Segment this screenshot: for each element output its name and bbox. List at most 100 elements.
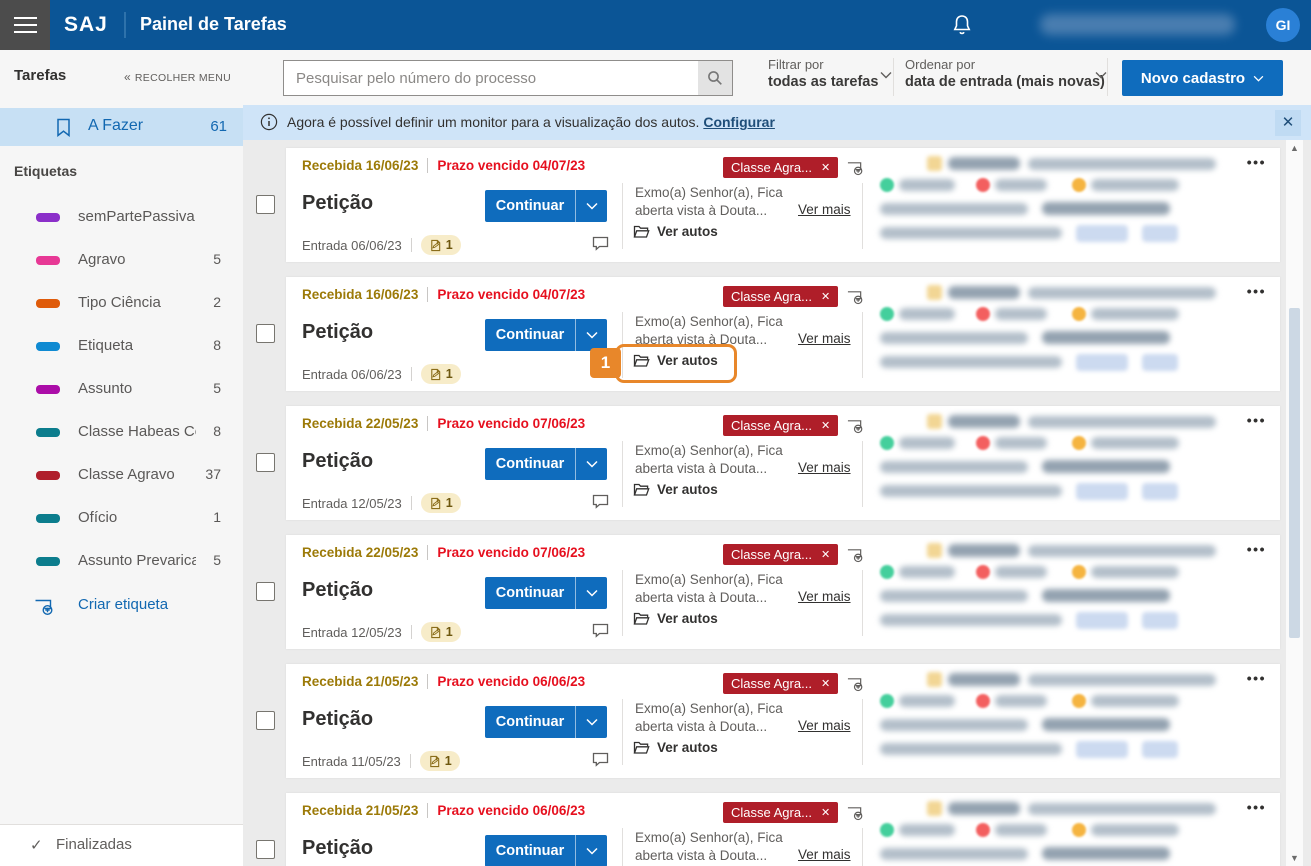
add-tag-icon[interactable] — [846, 546, 866, 568]
more-options-button[interactable]: ••• — [1246, 541, 1266, 557]
more-options-button[interactable]: ••• — [1246, 283, 1266, 299]
create-label-button[interactable]: Criar etiqueta — [0, 586, 243, 626]
add-tag-icon[interactable] — [846, 675, 866, 697]
continue-dropdown-button[interactable] — [575, 577, 607, 609]
add-tag-icon[interactable] — [846, 288, 866, 310]
sidebar-item-finalizadas[interactable]: ✓ Finalizadas — [0, 824, 243, 866]
continue-button[interactable]: Continuar — [485, 319, 575, 351]
continue-dropdown-button[interactable] — [575, 190, 607, 222]
sidebar-label-item[interactable]: Etiqueta 8 — [0, 325, 243, 368]
comment-icon[interactable] — [592, 752, 609, 772]
class-tag[interactable]: Classe Agra... ✕ — [723, 157, 839, 178]
configure-link[interactable]: Configurar — [703, 114, 775, 130]
task-checkbox[interactable] — [256, 324, 275, 343]
continue-button[interactable]: Continuar — [485, 835, 575, 866]
banner-text: Agora é possível definir um monitor para… — [287, 114, 704, 130]
sidebar-label-item[interactable]: Agravo 5 — [0, 239, 243, 282]
remove-tag-icon[interactable]: ✕ — [820, 549, 831, 561]
view-case-files-button[interactable]: Ver autos — [633, 482, 718, 497]
sidebar-label-item[interactable]: Classe Habeas Cor... 8 — [0, 411, 243, 454]
chevron-down-icon — [1253, 75, 1264, 82]
continue-button[interactable]: Continuar — [485, 706, 575, 738]
sort-dropdown[interactable]: Ordenar por data de entrada (mais novas) — [905, 57, 1107, 90]
class-tag[interactable]: Classe Agra... ✕ — [723, 415, 839, 436]
sidebar-label-item[interactable]: Ofício 1 — [0, 497, 243, 540]
task-card: Recebida 22/05/23 Prazo vencido 07/06/23… — [286, 535, 1280, 649]
avatar[interactable]: GI — [1266, 8, 1300, 42]
task-row: Recebida 16/06/23 Prazo vencido 04/07/23… — [243, 148, 1311, 262]
card-divider — [622, 312, 623, 378]
continue-dropdown-button[interactable] — [575, 835, 607, 866]
add-tag-icon[interactable] — [846, 417, 866, 439]
hamburger-menu-button[interactable] — [0, 0, 50, 50]
class-tag[interactable]: Classe Agra... ✕ — [723, 673, 839, 694]
collapse-menu-button[interactable]: «RECOLHER MENU — [123, 70, 231, 84]
add-tag-icon[interactable] — [846, 159, 866, 181]
remove-tag-icon[interactable]: ✕ — [820, 678, 831, 690]
more-options-button[interactable]: ••• — [1246, 799, 1266, 815]
comment-icon[interactable] — [592, 236, 609, 256]
task-checkbox[interactable] — [256, 582, 275, 601]
sidebar-label-item[interactable]: semPartePassiva — [0, 196, 243, 239]
sidebar-label-item[interactable]: Assunto 5 — [0, 368, 243, 411]
sidebar-label-item[interactable]: Classe Agravo 37 — [0, 454, 243, 497]
more-options-button[interactable]: ••• — [1246, 670, 1266, 686]
continue-dropdown-button[interactable] — [575, 706, 607, 738]
open-folder-icon — [633, 225, 650, 238]
continue-button[interactable]: Continuar — [485, 190, 575, 222]
filter-dropdown[interactable]: Filtrar por todas as tarefas — [768, 57, 892, 90]
remove-tag-icon[interactable]: ✕ — [820, 162, 831, 174]
task-checkbox[interactable] — [256, 453, 275, 472]
document-note-icon — [430, 239, 440, 251]
continue-button[interactable]: Continuar — [485, 448, 575, 480]
comment-icon[interactable] — [592, 494, 609, 514]
banner-close-button[interactable]: ✕ — [1275, 110, 1301, 136]
remove-tag-icon[interactable]: ✕ — [820, 420, 831, 432]
new-record-button[interactable]: Novo cadastro — [1122, 60, 1283, 96]
vertical-scrollbar[interactable]: ▲ ▼ — [1286, 140, 1303, 866]
class-tag[interactable]: Classe Agra... ✕ — [723, 802, 839, 823]
class-tag[interactable]: Classe Agra... ✕ — [723, 544, 839, 565]
task-checkbox[interactable] — [256, 840, 275, 859]
continue-dropdown-button[interactable] — [575, 319, 607, 351]
search-input[interactable] — [283, 60, 733, 96]
see-more-link[interactable]: Ver mais — [798, 589, 851, 604]
task-checkbox[interactable] — [256, 195, 275, 214]
label-count: 8 — [213, 423, 221, 439]
scroll-up-arrow[interactable]: ▲ — [1286, 140, 1303, 156]
scroll-down-arrow[interactable]: ▼ — [1286, 850, 1303, 866]
remove-tag-icon[interactable]: ✕ — [820, 291, 831, 303]
see-more-link[interactable]: Ver mais — [798, 460, 851, 475]
task-title: Petição — [302, 192, 374, 214]
remove-tag-icon[interactable]: ✕ — [820, 807, 831, 819]
search-button[interactable] — [698, 61, 732, 95]
more-options-button[interactable]: ••• — [1246, 412, 1266, 428]
sidebar-item-a-fazer[interactable]: A Fazer 61 — [0, 108, 243, 146]
view-case-files-button[interactable]: Ver autos — [633, 740, 718, 755]
party-dot-red — [976, 436, 990, 450]
comment-icon[interactable] — [592, 623, 609, 643]
search-icon — [708, 71, 722, 85]
sidebar-label-item[interactable]: Assunto Prevarica... 5 — [0, 540, 243, 583]
task-checkbox[interactable] — [256, 711, 275, 730]
view-case-files-button[interactable]: Ver autos — [633, 224, 718, 239]
sidebar-label-item[interactable]: Tipo Ciência 2 — [0, 282, 243, 325]
continue-dropdown-button[interactable] — [575, 448, 607, 480]
add-tag-icon[interactable] — [846, 804, 866, 826]
due-date: Prazo vencido 07/06/23 — [437, 416, 586, 431]
continue-button[interactable]: Continuar — [485, 577, 575, 609]
card-divider — [862, 183, 863, 249]
document-note-icon — [430, 755, 440, 767]
more-options-button[interactable]: ••• — [1246, 154, 1266, 170]
see-more-link[interactable]: Ver mais — [798, 202, 851, 217]
notifications-bell-icon[interactable] — [950, 13, 974, 37]
see-more-link[interactable]: Ver mais — [798, 718, 851, 733]
labels-list: semPartePassiva Agravo 5 Tipo Ciência 2 … — [0, 196, 243, 583]
class-tag[interactable]: Classe Agra... ✕ — [723, 286, 839, 307]
see-more-link[interactable]: Ver mais — [798, 331, 851, 346]
topbar: SAJ Painel de Tarefas GI — [0, 0, 1311, 50]
scrollbar-thumb[interactable] — [1289, 308, 1300, 638]
view-case-files-button[interactable]: Ver autos — [633, 353, 718, 368]
see-more-link[interactable]: Ver mais — [798, 847, 851, 862]
view-case-files-button[interactable]: Ver autos — [633, 611, 718, 626]
